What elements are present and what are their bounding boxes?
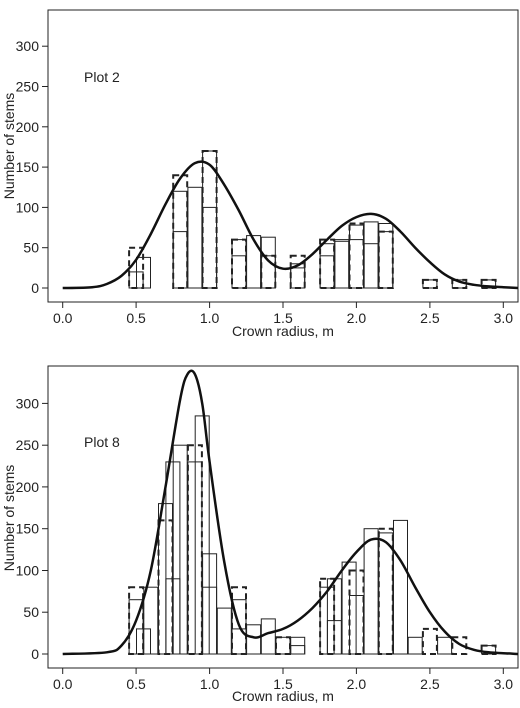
bar-dashed [377, 527, 394, 656]
x-tick-label: 2.0 [347, 676, 367, 692]
bar-solid-short [172, 231, 188, 289]
x-tick-label: 1.0 [200, 676, 220, 692]
bar-dashed [186, 444, 203, 656]
y-axis-label: Number of stems [1, 93, 17, 200]
bar-dashed [289, 254, 306, 290]
bar-solid-tall [422, 279, 438, 289]
bar-solid-short [378, 231, 394, 289]
x-tick-label: 0.5 [126, 310, 146, 326]
y-tick-label: 0 [31, 280, 39, 296]
y-tick-label: 200 [16, 119, 40, 135]
x-tick-label: 1.0 [200, 310, 220, 326]
bar-solid-short [231, 255, 247, 289]
bar-solid-tall [437, 636, 453, 655]
bar-dashed [451, 636, 468, 655]
bar-solid-tall [393, 519, 408, 655]
plot-annotation: Plot 2 [84, 69, 120, 85]
bar-solid-tall [260, 236, 276, 289]
bar-solid-tall [275, 636, 291, 655]
bar-solid-tall [363, 528, 379, 655]
bar-solid-short [363, 243, 379, 289]
bar-solid-tall [187, 186, 203, 289]
bar-solid-tall [231, 239, 247, 289]
bars-group [128, 150, 497, 290]
y-axis: 0 50 100 150 200 250 300 [16, 38, 48, 296]
bar-solid-tall [407, 636, 423, 655]
y-tick-label: 150 [16, 159, 40, 175]
bar-solid-tall [246, 235, 262, 289]
bar-solid-short [319, 255, 335, 289]
bar-dashed [377, 230, 394, 290]
bar-solid-tall [363, 221, 379, 289]
y-tick-label: 250 [16, 79, 40, 95]
bar-dashed [231, 586, 247, 656]
bar-dashed [128, 246, 145, 289]
bar-dashed [231, 238, 247, 290]
bar-solid-short [231, 628, 247, 655]
bar-dashed [480, 644, 497, 655]
bar-dashed [275, 636, 291, 655]
fitted-curve [62, 160, 519, 290]
x-tick-label: 0.0 [53, 676, 73, 692]
bar-dashed [348, 222, 365, 289]
y-axis: 0 50 100 150 200 250 300 [16, 395, 48, 662]
bar-solid-short [349, 239, 364, 289]
bar-solid-short [378, 532, 394, 655]
x-tick-label: 1.5 [273, 310, 293, 326]
x-axis: 0.0 0.5 1.0 1.5 2.0 2.5 3.0 [53, 302, 513, 326]
y-tick-label: 150 [16, 521, 40, 537]
bar-solid-tall [216, 607, 232, 655]
x-tick-label: 2.5 [420, 676, 440, 692]
bar-dashed [480, 278, 497, 289]
bar-solid-tall [246, 624, 262, 655]
y-tick-label: 50 [23, 240, 39, 256]
y-tick-label: 200 [16, 479, 40, 495]
bar-dashed [319, 577, 336, 655]
y-tick-label: 250 [16, 437, 40, 453]
y-tick-label: 50 [23, 604, 39, 620]
bar-dashed [172, 174, 189, 289]
y-tick-label: 300 [16, 38, 40, 54]
bar-dashed [451, 278, 468, 289]
plot-frame [47, 365, 519, 669]
y-tick-label: 100 [16, 199, 40, 215]
bar-solid-tall [334, 240, 350, 289]
bar-dashed [201, 150, 218, 289]
plot-frame [47, 9, 519, 303]
x-tick-label: 0.0 [53, 310, 73, 326]
bar-solid-tall [172, 190, 188, 289]
bar-solid-short [334, 239, 350, 289]
plot-annotation: Plot 8 [84, 434, 120, 450]
x-tick-label: 2.0 [347, 310, 367, 326]
y-tick-label: 300 [16, 395, 40, 411]
bar-solid-short [290, 645, 306, 655]
x-tick-label: 2.5 [420, 310, 440, 326]
y-tick-label: 100 [16, 563, 40, 579]
bar-dashed [157, 519, 174, 656]
fitted-curve [62, 369, 519, 656]
bar-solid-short [202, 206, 218, 289]
bar-solid-tall [319, 243, 335, 289]
x-tick-label: 1.5 [273, 676, 293, 692]
chart-panel-plot-2: 0 50 100 150 200 250 300 0.0 0.5 1.0 1.5 2.0 2.5 3.0… [1, 9, 519, 339]
x-tick-label: 3.0 [494, 676, 514, 692]
bar-dashed [421, 278, 438, 289]
bar-dashed [319, 238, 336, 290]
bar-solid-short [290, 267, 306, 289]
bar-dashed [260, 254, 277, 290]
bar-solid-tall [349, 224, 364, 289]
bar-dashed [348, 569, 365, 655]
bar-solid-tall [378, 223, 394, 289]
x-tick-label: 3.0 [494, 310, 514, 326]
bar-dashed [421, 627, 438, 656]
y-tick-label: 0 [31, 646, 39, 662]
y-axis-label: Number of stems [1, 465, 17, 572]
x-axis-label: Crown radius, m [232, 688, 334, 704]
chart-panel-plot-8: 0 50 100 150 200 250 300 0.0 0.5 1.0 1.5 2.0 2.5 3.0… [1, 365, 519, 704]
bars-group [128, 415, 497, 656]
x-tick-label: 0.5 [126, 676, 146, 692]
x-axis-label: Crown radius, m [232, 323, 334, 339]
x-axis: 0.0 0.5 1.0 1.5 2.0 2.5 3.0 [53, 668, 513, 692]
